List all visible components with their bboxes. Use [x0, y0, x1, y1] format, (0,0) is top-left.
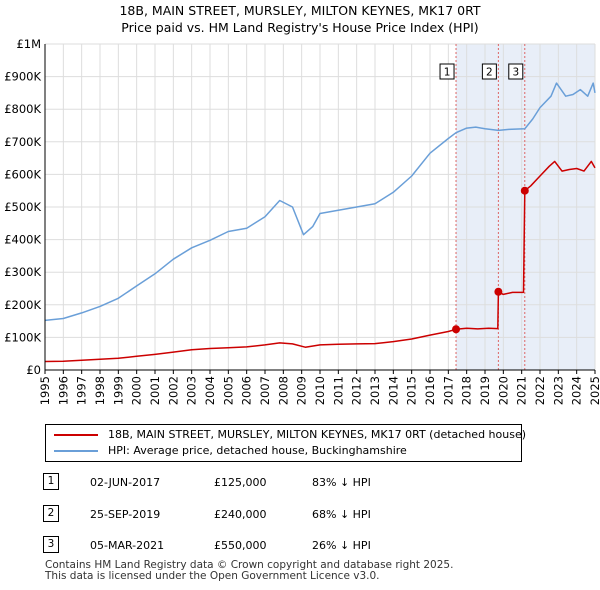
sale-number-badge: 3 [43, 536, 59, 553]
y-tick-label: £300K [4, 265, 41, 279]
x-tick-label: 2011 [331, 376, 345, 405]
x-tick-label: 2021 [515, 376, 529, 405]
x-tick-label: 2003 [185, 376, 199, 405]
x-tick-label: 1998 [93, 376, 107, 405]
sale-date: 02-JUN-2017 [90, 476, 161, 489]
sale-hpi-diff: 68% ↓ HPI [312, 508, 371, 521]
x-tick-label: 2020 [496, 376, 510, 405]
legend-label-property: 18B, MAIN STREET, MURSLEY, MILTON KEYNES… [108, 428, 527, 441]
sale-number-badge: 1 [43, 473, 59, 490]
x-tick-label: 1995 [38, 376, 52, 405]
sale-price: £125,000 [214, 476, 267, 489]
x-tick-label: 1996 [56, 376, 70, 405]
sale-price: £550,000 [214, 539, 267, 552]
sale-date: 25-SEP-2019 [90, 508, 161, 521]
y-tick-label: £500K [4, 200, 41, 214]
legend-item-property: 18B, MAIN STREET, MURSLEY, MILTON KEYNES… [54, 427, 526, 443]
sale-label-box [439, 63, 455, 80]
series-line [44, 160, 596, 363]
y-tick-label: £800K [4, 102, 41, 116]
sale-label-number: 1 [444, 67, 451, 79]
x-tick-label: 2010 [313, 376, 327, 405]
sale-hpi-diff: 26% ↓ HPI [312, 539, 371, 552]
x-tick-label: 2007 [258, 376, 272, 405]
x-tick-label: 2015 [405, 376, 419, 405]
legend-swatch-property [54, 434, 98, 436]
y-tick-label: £400K [4, 233, 41, 247]
title-line-2: Price paid vs. HM Land Registry's House … [121, 20, 479, 35]
sale-point [494, 287, 503, 296]
sale-point [452, 325, 461, 334]
legend-label-hpi: HPI: Average price, detached house, Buck… [108, 444, 407, 457]
x-tick-label: 1999 [111, 376, 125, 405]
x-tick-label: 2002 [166, 376, 180, 405]
x-tick-label: 2008 [276, 376, 290, 405]
x-tick-label: 2019 [478, 376, 492, 405]
x-tick-label: 2004 [203, 376, 217, 405]
y-tick-label: £900K [4, 70, 41, 84]
x-tick-label: 2012 [350, 376, 364, 405]
title-line-1: 18B, MAIN STREET, MURSLEY, MILTON KEYNES… [119, 3, 481, 18]
legend: 18B, MAIN STREET, MURSLEY, MILTON KEYNES… [45, 424, 526, 462]
sale-row: 2 25-SEP-2019 £240,000 68% ↓ HPI [0, 505, 600, 525]
y-tick-label: £200K [4, 298, 41, 312]
sale-hpi-diff: 83% ↓ HPI [312, 476, 371, 489]
sale-date: 05-MAR-2021 [90, 539, 165, 552]
x-tick-label: 2024 [570, 376, 584, 405]
legend-swatch-hpi [54, 450, 98, 452]
footer: Contains HM Land Registry data © Crown c… [45, 560, 453, 582]
sale-label-box [508, 63, 524, 80]
y-tick-label: £100K [4, 330, 41, 344]
x-tick-label: 2014 [386, 376, 400, 405]
x-tick-label: 2001 [148, 376, 162, 405]
y-tick-label: £600K [4, 167, 41, 181]
footer-licence: This data is licensed under the Open Gov… [45, 570, 380, 582]
y-tick-label: £0 [26, 363, 41, 377]
x-tick-label: 2009 [295, 376, 309, 405]
sale-price: £240,000 [214, 508, 267, 521]
sale-label-number: 3 [512, 67, 519, 79]
y-tick-label: £1M [16, 37, 41, 51]
chart-title: 18B, MAIN STREET, MURSLEY, MILTON KEYNES… [0, 2, 600, 36]
sale-row: 1 02-JUN-2017 £125,000 83% ↓ HPI [0, 473, 600, 493]
x-tick-label: 2018 [460, 376, 474, 405]
legend-item-hpi: HPI: Average price, detached house, Buck… [54, 443, 407, 459]
footer-copyright: Contains HM Land Registry data © Crown c… [45, 559, 454, 571]
x-tick-label: 2023 [551, 376, 565, 405]
x-tick-label: 2005 [221, 376, 235, 405]
y-tick-label: £700K [4, 135, 41, 149]
sale-number-badge: 2 [43, 505, 59, 522]
x-tick-label: 2022 [533, 376, 547, 405]
sale-label-box [481, 63, 497, 80]
x-tick-label: 2000 [130, 376, 144, 405]
x-tick-label: 2006 [240, 376, 254, 405]
price-chart: 1 2 3 £0 £100K £200K £300K £400K £500K £600K £700… [4, 37, 600, 405]
series-line [44, 82, 596, 322]
sale-point [520, 186, 529, 195]
sale-row: 3 05-MAR-2021 £550,000 26% ↓ HPI [0, 536, 600, 556]
x-tick-label: 2016 [423, 376, 437, 405]
x-tick-label: 2013 [368, 376, 382, 405]
x-tick-label: 2017 [441, 376, 455, 405]
sale-label-number: 2 [486, 67, 493, 79]
x-tick-label: 1997 [75, 376, 89, 405]
x-tick-label: 2025 [588, 376, 600, 405]
